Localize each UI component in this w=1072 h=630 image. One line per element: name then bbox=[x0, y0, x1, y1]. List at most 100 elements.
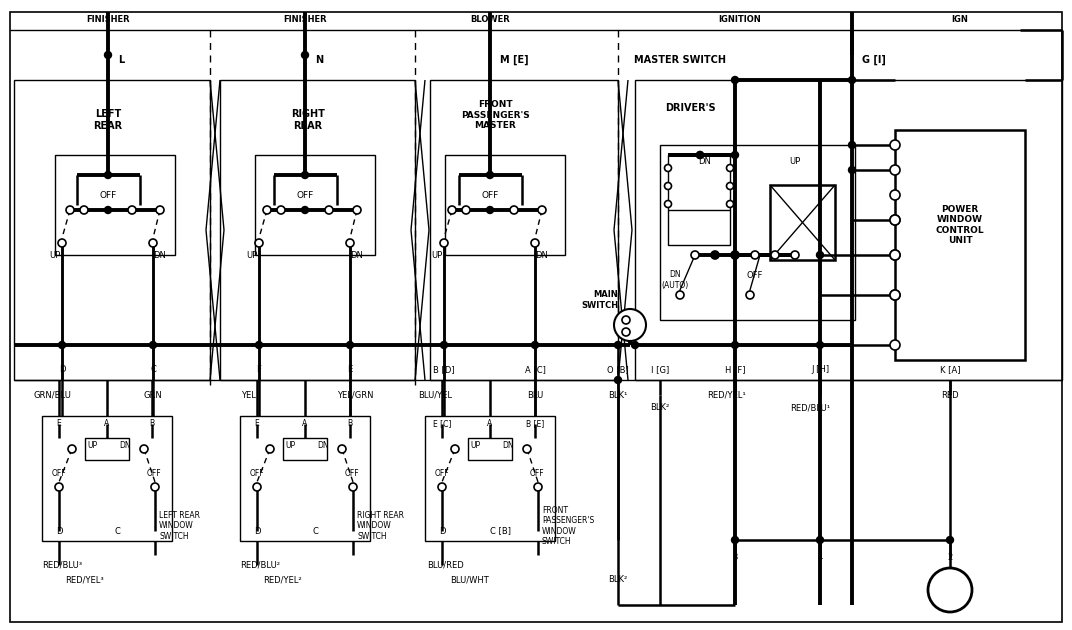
Circle shape bbox=[532, 341, 538, 348]
Text: OFF: OFF bbox=[530, 469, 545, 479]
Circle shape bbox=[727, 164, 733, 171]
Text: RED/BLU²: RED/BLU² bbox=[240, 561, 280, 570]
Circle shape bbox=[731, 251, 739, 258]
Text: BLK²: BLK² bbox=[651, 403, 670, 413]
Circle shape bbox=[622, 328, 630, 336]
Text: RED/YEL²: RED/YEL² bbox=[263, 575, 301, 585]
Circle shape bbox=[263, 206, 271, 214]
Text: I [G]: I [G] bbox=[651, 365, 669, 374]
Circle shape bbox=[441, 341, 447, 348]
Text: B: B bbox=[149, 420, 154, 428]
Circle shape bbox=[890, 140, 900, 150]
Circle shape bbox=[151, 483, 159, 491]
Bar bbox=[635, 80, 1062, 380]
Circle shape bbox=[727, 183, 733, 190]
Circle shape bbox=[448, 206, 456, 214]
Circle shape bbox=[614, 341, 622, 348]
Circle shape bbox=[849, 76, 855, 84]
Text: RED/BLU¹: RED/BLU¹ bbox=[790, 403, 830, 413]
Text: B: B bbox=[347, 420, 353, 428]
Text: D: D bbox=[254, 527, 260, 536]
Text: DN: DN bbox=[502, 442, 513, 450]
Circle shape bbox=[746, 291, 754, 299]
Circle shape bbox=[890, 215, 900, 225]
Text: UP: UP bbox=[87, 442, 98, 450]
Circle shape bbox=[849, 166, 855, 173]
Circle shape bbox=[346, 239, 354, 247]
Text: B [E]: B [E] bbox=[526, 420, 545, 428]
Circle shape bbox=[890, 250, 900, 260]
Text: DN: DN bbox=[536, 251, 549, 260]
Text: IGNITION: IGNITION bbox=[718, 16, 761, 25]
Text: YEL/GRN: YEL/GRN bbox=[337, 391, 373, 399]
Text: LEFT REAR
WINDOW
SWITCH: LEFT REAR WINDOW SWITCH bbox=[159, 511, 200, 541]
Circle shape bbox=[665, 164, 671, 171]
Text: BLU/WHT: BLU/WHT bbox=[450, 575, 489, 585]
Text: OFF: OFF bbox=[250, 469, 265, 479]
Text: DN: DN bbox=[153, 251, 166, 260]
Bar bbox=[85, 438, 129, 460]
Text: DN: DN bbox=[119, 442, 131, 450]
Circle shape bbox=[510, 206, 518, 214]
Text: B [D]: B [D] bbox=[433, 365, 455, 374]
Text: DN: DN bbox=[317, 442, 329, 450]
Circle shape bbox=[104, 207, 111, 214]
Circle shape bbox=[731, 151, 739, 159]
Circle shape bbox=[849, 142, 855, 149]
Circle shape bbox=[890, 190, 900, 200]
Circle shape bbox=[353, 206, 361, 214]
Circle shape bbox=[947, 537, 953, 544]
Circle shape bbox=[55, 483, 63, 491]
Circle shape bbox=[301, 52, 309, 59]
Bar bbox=[660, 145, 855, 320]
Bar bbox=[240, 416, 370, 541]
Circle shape bbox=[731, 76, 739, 84]
Circle shape bbox=[66, 206, 74, 214]
Circle shape bbox=[817, 341, 823, 348]
Circle shape bbox=[631, 341, 639, 348]
Text: GRN/BLU: GRN/BLU bbox=[33, 391, 71, 399]
Text: FINISHER: FINISHER bbox=[283, 16, 327, 25]
Text: OFF: OFF bbox=[481, 190, 498, 200]
Text: H [F]: H [F] bbox=[725, 365, 745, 374]
Text: A: A bbox=[302, 420, 308, 428]
Circle shape bbox=[487, 207, 493, 214]
Text: C: C bbox=[114, 527, 120, 536]
Circle shape bbox=[451, 445, 459, 453]
Text: M [E]: M [E] bbox=[500, 55, 528, 65]
Circle shape bbox=[665, 183, 671, 190]
Text: YEL: YEL bbox=[240, 391, 255, 399]
Bar bbox=[770, 185, 835, 260]
Text: RED/YEL¹: RED/YEL¹ bbox=[706, 391, 745, 399]
Circle shape bbox=[697, 151, 703, 159]
Circle shape bbox=[68, 445, 76, 453]
Circle shape bbox=[665, 200, 671, 207]
Bar bbox=[55, 155, 175, 255]
Text: C: C bbox=[150, 365, 155, 374]
Circle shape bbox=[104, 171, 111, 178]
Text: MAIN
SWITCH: MAIN SWITCH bbox=[581, 290, 617, 310]
Circle shape bbox=[523, 445, 531, 453]
Text: UP: UP bbox=[789, 158, 801, 166]
Circle shape bbox=[277, 206, 285, 214]
Circle shape bbox=[346, 341, 354, 348]
Text: BLOWER: BLOWER bbox=[471, 16, 510, 25]
Circle shape bbox=[157, 206, 164, 214]
Text: OFF: OFF bbox=[147, 469, 162, 479]
Circle shape bbox=[712, 251, 718, 258]
Circle shape bbox=[338, 445, 346, 453]
Circle shape bbox=[676, 291, 684, 299]
Text: C: C bbox=[312, 527, 318, 536]
Circle shape bbox=[149, 239, 157, 247]
Text: DN: DN bbox=[351, 251, 363, 260]
Circle shape bbox=[614, 377, 622, 384]
Text: MASTER SWITCH: MASTER SWITCH bbox=[634, 55, 726, 65]
Text: BLK²: BLK² bbox=[609, 575, 627, 585]
Text: FINISHER: FINISHER bbox=[86, 16, 130, 25]
Text: 4: 4 bbox=[817, 554, 822, 563]
Circle shape bbox=[731, 341, 739, 348]
Text: RED/BLU³: RED/BLU³ bbox=[42, 561, 83, 570]
Circle shape bbox=[104, 52, 111, 59]
Circle shape bbox=[691, 251, 699, 259]
Text: FRONT
PASSENGER'S
WINDOW
SWITCH: FRONT PASSENGER'S WINDOW SWITCH bbox=[542, 506, 594, 546]
